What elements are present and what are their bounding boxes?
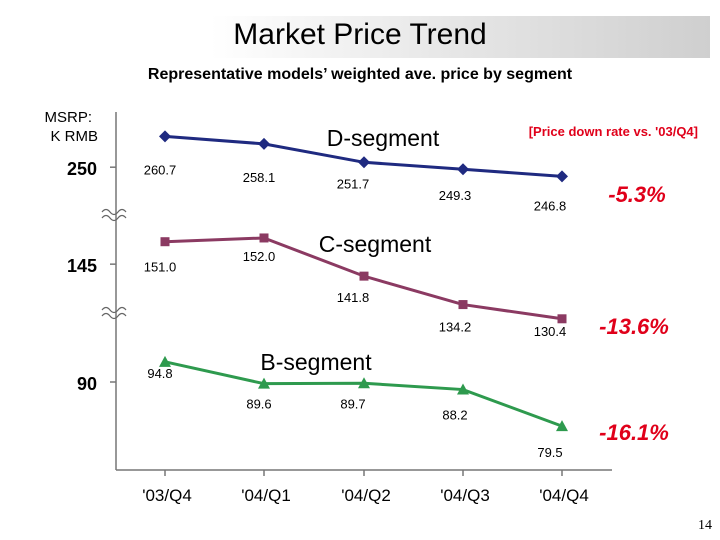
C-segment-down-rate: -13.6%: [599, 314, 669, 339]
C-segment-point: [259, 233, 269, 243]
D-segment-point: [457, 163, 469, 176]
y-axis-label: K RMB: [50, 128, 98, 145]
y-tick-label: 250: [67, 159, 97, 179]
D-segment-data-label: 246.8: [534, 198, 567, 213]
D-segment-point: [159, 130, 171, 143]
C-segment-data-label: 151.0: [144, 260, 177, 275]
B-segment-data-label: 88.2: [442, 408, 467, 423]
B-segment-series-name: B-segment: [260, 349, 372, 375]
page-number: 14: [698, 518, 712, 533]
B-segment-point: [457, 383, 469, 395]
C-segment-point: [160, 237, 170, 247]
y-axis-label: MSRP:: [44, 109, 92, 126]
axes: MSRP: K RMB 250 145 90 '03/Q4 '04/Q1 '04/Q2 '04/…: [44, 109, 612, 505]
B-segment-data-label: 94.8: [147, 366, 172, 381]
chart-title: Market Price Trend: [233, 18, 487, 51]
x-tick-label: '04/Q3: [440, 486, 490, 505]
D-segment-data-label: 251.7: [337, 176, 370, 191]
axis-break-mark: [101, 208, 127, 216]
B-segment-point: [556, 420, 568, 432]
B-segment-point: [159, 355, 171, 367]
axis-break-mark: [101, 214, 127, 222]
C-segment-point: [359, 271, 369, 281]
C-segment-data-label: 141.8: [337, 290, 370, 305]
B-segment-point: [258, 377, 270, 389]
C-segment-series-name: C-segment: [319, 231, 432, 257]
y-tick-label: 145: [67, 256, 97, 276]
axis-break-mark: [101, 312, 127, 320]
y-tick-label: 90: [77, 374, 97, 394]
C-segment-data-label: 152.0: [243, 249, 276, 264]
chart-marks: [Price down rate vs. '03/Q4] 260.7 258.1 25…: [144, 124, 698, 460]
C-segment-point: [458, 300, 468, 310]
B-segment-data-label: 89.7: [340, 396, 365, 411]
D-segment-data-label: 249.3: [439, 188, 472, 203]
D-segment-data-label: 258.1: [243, 170, 276, 185]
D-segment-point: [556, 170, 568, 183]
D-segment-down-rate: -5.3%: [608, 182, 665, 207]
B-segment-down-rate: -16.1%: [599, 420, 669, 445]
x-tick-label: '04/Q2: [341, 486, 391, 505]
D-segment-series-name: D-segment: [327, 125, 440, 151]
x-tick-label: '04/Q4: [539, 486, 589, 505]
x-tick-label: '04/Q1: [241, 486, 291, 505]
axis-break-mark: [101, 306, 127, 314]
B-segment-data-label: 89.6: [246, 397, 271, 412]
D-segment-point: [258, 137, 270, 150]
B-segment-point: [358, 377, 370, 389]
C-segment-point: [557, 314, 567, 324]
title-bar: [210, 16, 710, 58]
D-segment-point: [358, 156, 370, 169]
price-down-note: [Price down rate vs. '03/Q4]: [529, 124, 698, 139]
B-segment-data-label: 79.5: [537, 445, 562, 460]
x-tick-label: '03/Q4: [142, 486, 192, 505]
C-segment-data-label: 130.4: [534, 324, 567, 339]
chart-subtitle: Representative models’ weighted ave. pri…: [147, 66, 573, 83]
title-area: Market Price Trend: [0, 0, 720, 60]
D-segment-data-label: 260.7: [144, 162, 177, 177]
C-segment-data-label: 134.2: [439, 320, 472, 335]
